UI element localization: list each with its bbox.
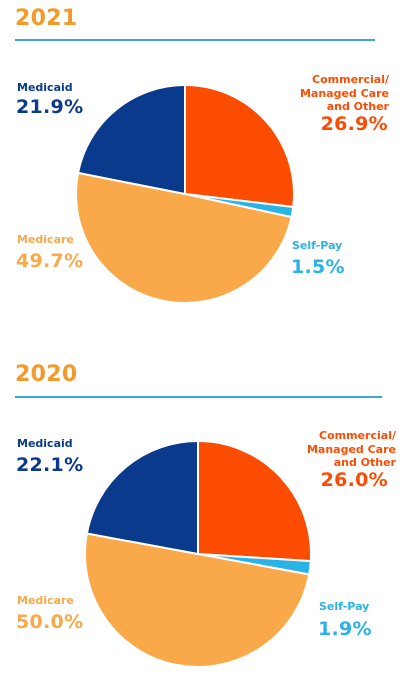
pie-slice-2021-3 <box>77 84 186 195</box>
medicaid-value-2021: 21.9% <box>16 96 84 118</box>
commercial-value-2020: 26.0% <box>320 469 388 491</box>
medicare-label-2021: Medicare <box>17 233 74 246</box>
medicare-value-2020: 50.0% <box>16 611 84 633</box>
divider-2020 <box>15 396 382 398</box>
commercial-label-2020: Commercial/ Managed Care and Other <box>306 429 396 469</box>
medicare-value-2021: 49.7% <box>16 250 84 272</box>
self-pay-label-2021: Self-Pay <box>292 239 343 252</box>
commercial-label-2021: Commercial/ Managed Care and Other <box>299 73 389 113</box>
pie-slice-2021-0 <box>184 84 295 208</box>
pie-slice-2020-3 <box>85 440 199 555</box>
year-title-2020: 2020 <box>15 362 78 387</box>
medicare-label-2020: Medicare <box>17 594 74 607</box>
pie-slice-2020-0 <box>197 440 312 563</box>
pie-slice-2020-2 <box>84 532 311 668</box>
commercial-value-2021: 26.9% <box>320 113 388 135</box>
self-pay-value-2021: 1.5% <box>291 256 345 278</box>
pie-slice-2021-2 <box>75 171 293 304</box>
divider-2021 <box>15 39 375 41</box>
medicaid-value-2020: 22.1% <box>16 454 84 476</box>
medicaid-label-2020: Medicaid <box>17 437 73 450</box>
self-pay-label-2020: Self-Pay <box>319 600 370 613</box>
year-title-2021: 2021 <box>15 6 78 31</box>
medicaid-label-2021: Medicaid <box>17 81 73 94</box>
self-pay-value-2020: 1.9% <box>318 618 372 640</box>
